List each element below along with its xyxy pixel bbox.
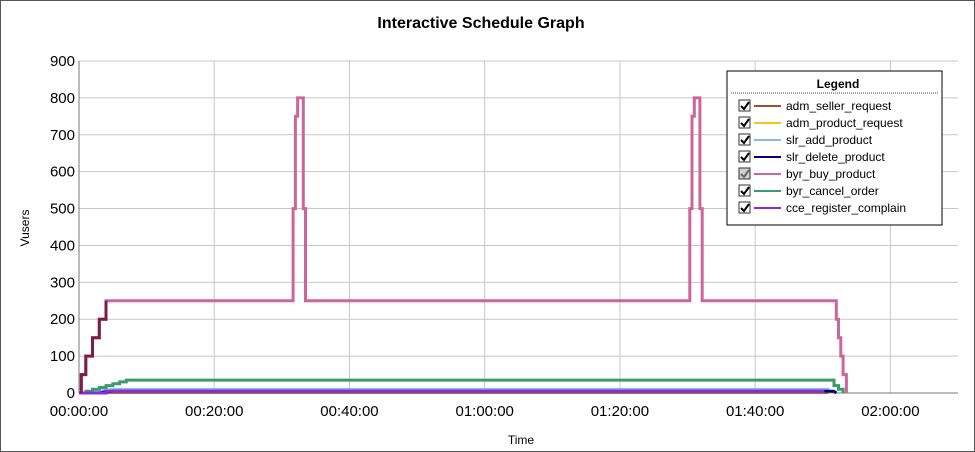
y-tick-label: 500 bbox=[50, 201, 75, 218]
y-tick-label: 700 bbox=[50, 127, 75, 144]
legend-checkbox[interactable] bbox=[738, 201, 751, 214]
x-tick-label: 01:20:00 bbox=[591, 403, 649, 420]
x-tick-label: 01:40:00 bbox=[726, 403, 784, 420]
legend-item[interactable]: byr_cancel_order bbox=[738, 184, 879, 198]
legend-items: adm_seller_request adm_product_requestslr… bbox=[738, 99, 906, 215]
y-tick-label: 300 bbox=[50, 274, 75, 291]
legend-item[interactable]: slr_add_product bbox=[738, 133, 873, 147]
legend-item[interactable]: slr_delete_product bbox=[738, 150, 885, 164]
series-line-byr_cancel_order bbox=[79, 378, 845, 395]
legend-label: byr_cancel_order bbox=[786, 184, 879, 198]
chart-title: Interactive Schedule Graph bbox=[377, 15, 584, 32]
legend-checkbox[interactable] bbox=[738, 184, 751, 197]
y-tick-label: 600 bbox=[50, 164, 75, 181]
x-axis-label: Time bbox=[508, 433, 535, 447]
y-tick-label: 200 bbox=[50, 311, 75, 328]
check-icon bbox=[740, 118, 750, 128]
legend-checkbox[interactable] bbox=[738, 116, 751, 129]
y-tick-label: 0 bbox=[67, 385, 75, 402]
legend-label: adm_product_request bbox=[786, 116, 903, 130]
legend-item[interactable]: byr_buy_product bbox=[738, 167, 876, 181]
legend-label: adm_seller_request bbox=[786, 99, 892, 113]
check-icon bbox=[740, 152, 750, 162]
series-lines bbox=[78, 96, 848, 395]
x-tick-label: 02:00:00 bbox=[861, 403, 919, 420]
check-icon bbox=[740, 186, 750, 196]
legend-label: slr_delete_product bbox=[786, 150, 885, 164]
legend-checkbox[interactable] bbox=[738, 133, 751, 146]
check-icon bbox=[740, 203, 750, 213]
check-icon bbox=[740, 101, 750, 111]
legend-label: byr_buy_product bbox=[786, 167, 876, 181]
tick-labels: 0 100 200 300 400 500 600 700 800 900 00:00:00 00:2… bbox=[50, 53, 920, 420]
legend-checkbox[interactable] bbox=[738, 99, 751, 112]
x-tick-label: 01:00:00 bbox=[455, 403, 513, 420]
legend-label: slr_add_product bbox=[786, 133, 873, 147]
y-tick-label: 900 bbox=[50, 53, 75, 70]
legend-checkbox[interactable] bbox=[738, 150, 751, 163]
legend-label: cce_register_complain bbox=[786, 201, 906, 215]
x-tick-label: 00:20:00 bbox=[185, 403, 243, 420]
legend-box bbox=[726, 70, 943, 226]
series-line-cce_register_complain bbox=[79, 389, 825, 395]
legend-item[interactable]: adm_seller_request bbox=[738, 99, 892, 113]
legend-checkbox[interactable] bbox=[738, 167, 751, 180]
y-tick-label: 400 bbox=[50, 237, 75, 254]
legend-title: Legend bbox=[817, 77, 860, 91]
legend-item[interactable]: cce_register_complain bbox=[738, 201, 906, 215]
legend-item[interactable]: adm_product_request bbox=[738, 116, 903, 130]
y-axis-label: Vusers bbox=[18, 210, 32, 247]
legend: Legend adm_seller_request adm_product_req… bbox=[726, 70, 943, 226]
ramp-up-overlay bbox=[79, 300, 108, 393]
x-tick-label: 00:00:00 bbox=[50, 403, 108, 420]
check-icon bbox=[740, 135, 750, 145]
y-tick-label: 100 bbox=[50, 348, 75, 365]
check-icon bbox=[740, 169, 750, 179]
x-tick-label: 00:40:00 bbox=[320, 403, 378, 420]
y-tick-label: 800 bbox=[50, 90, 75, 107]
